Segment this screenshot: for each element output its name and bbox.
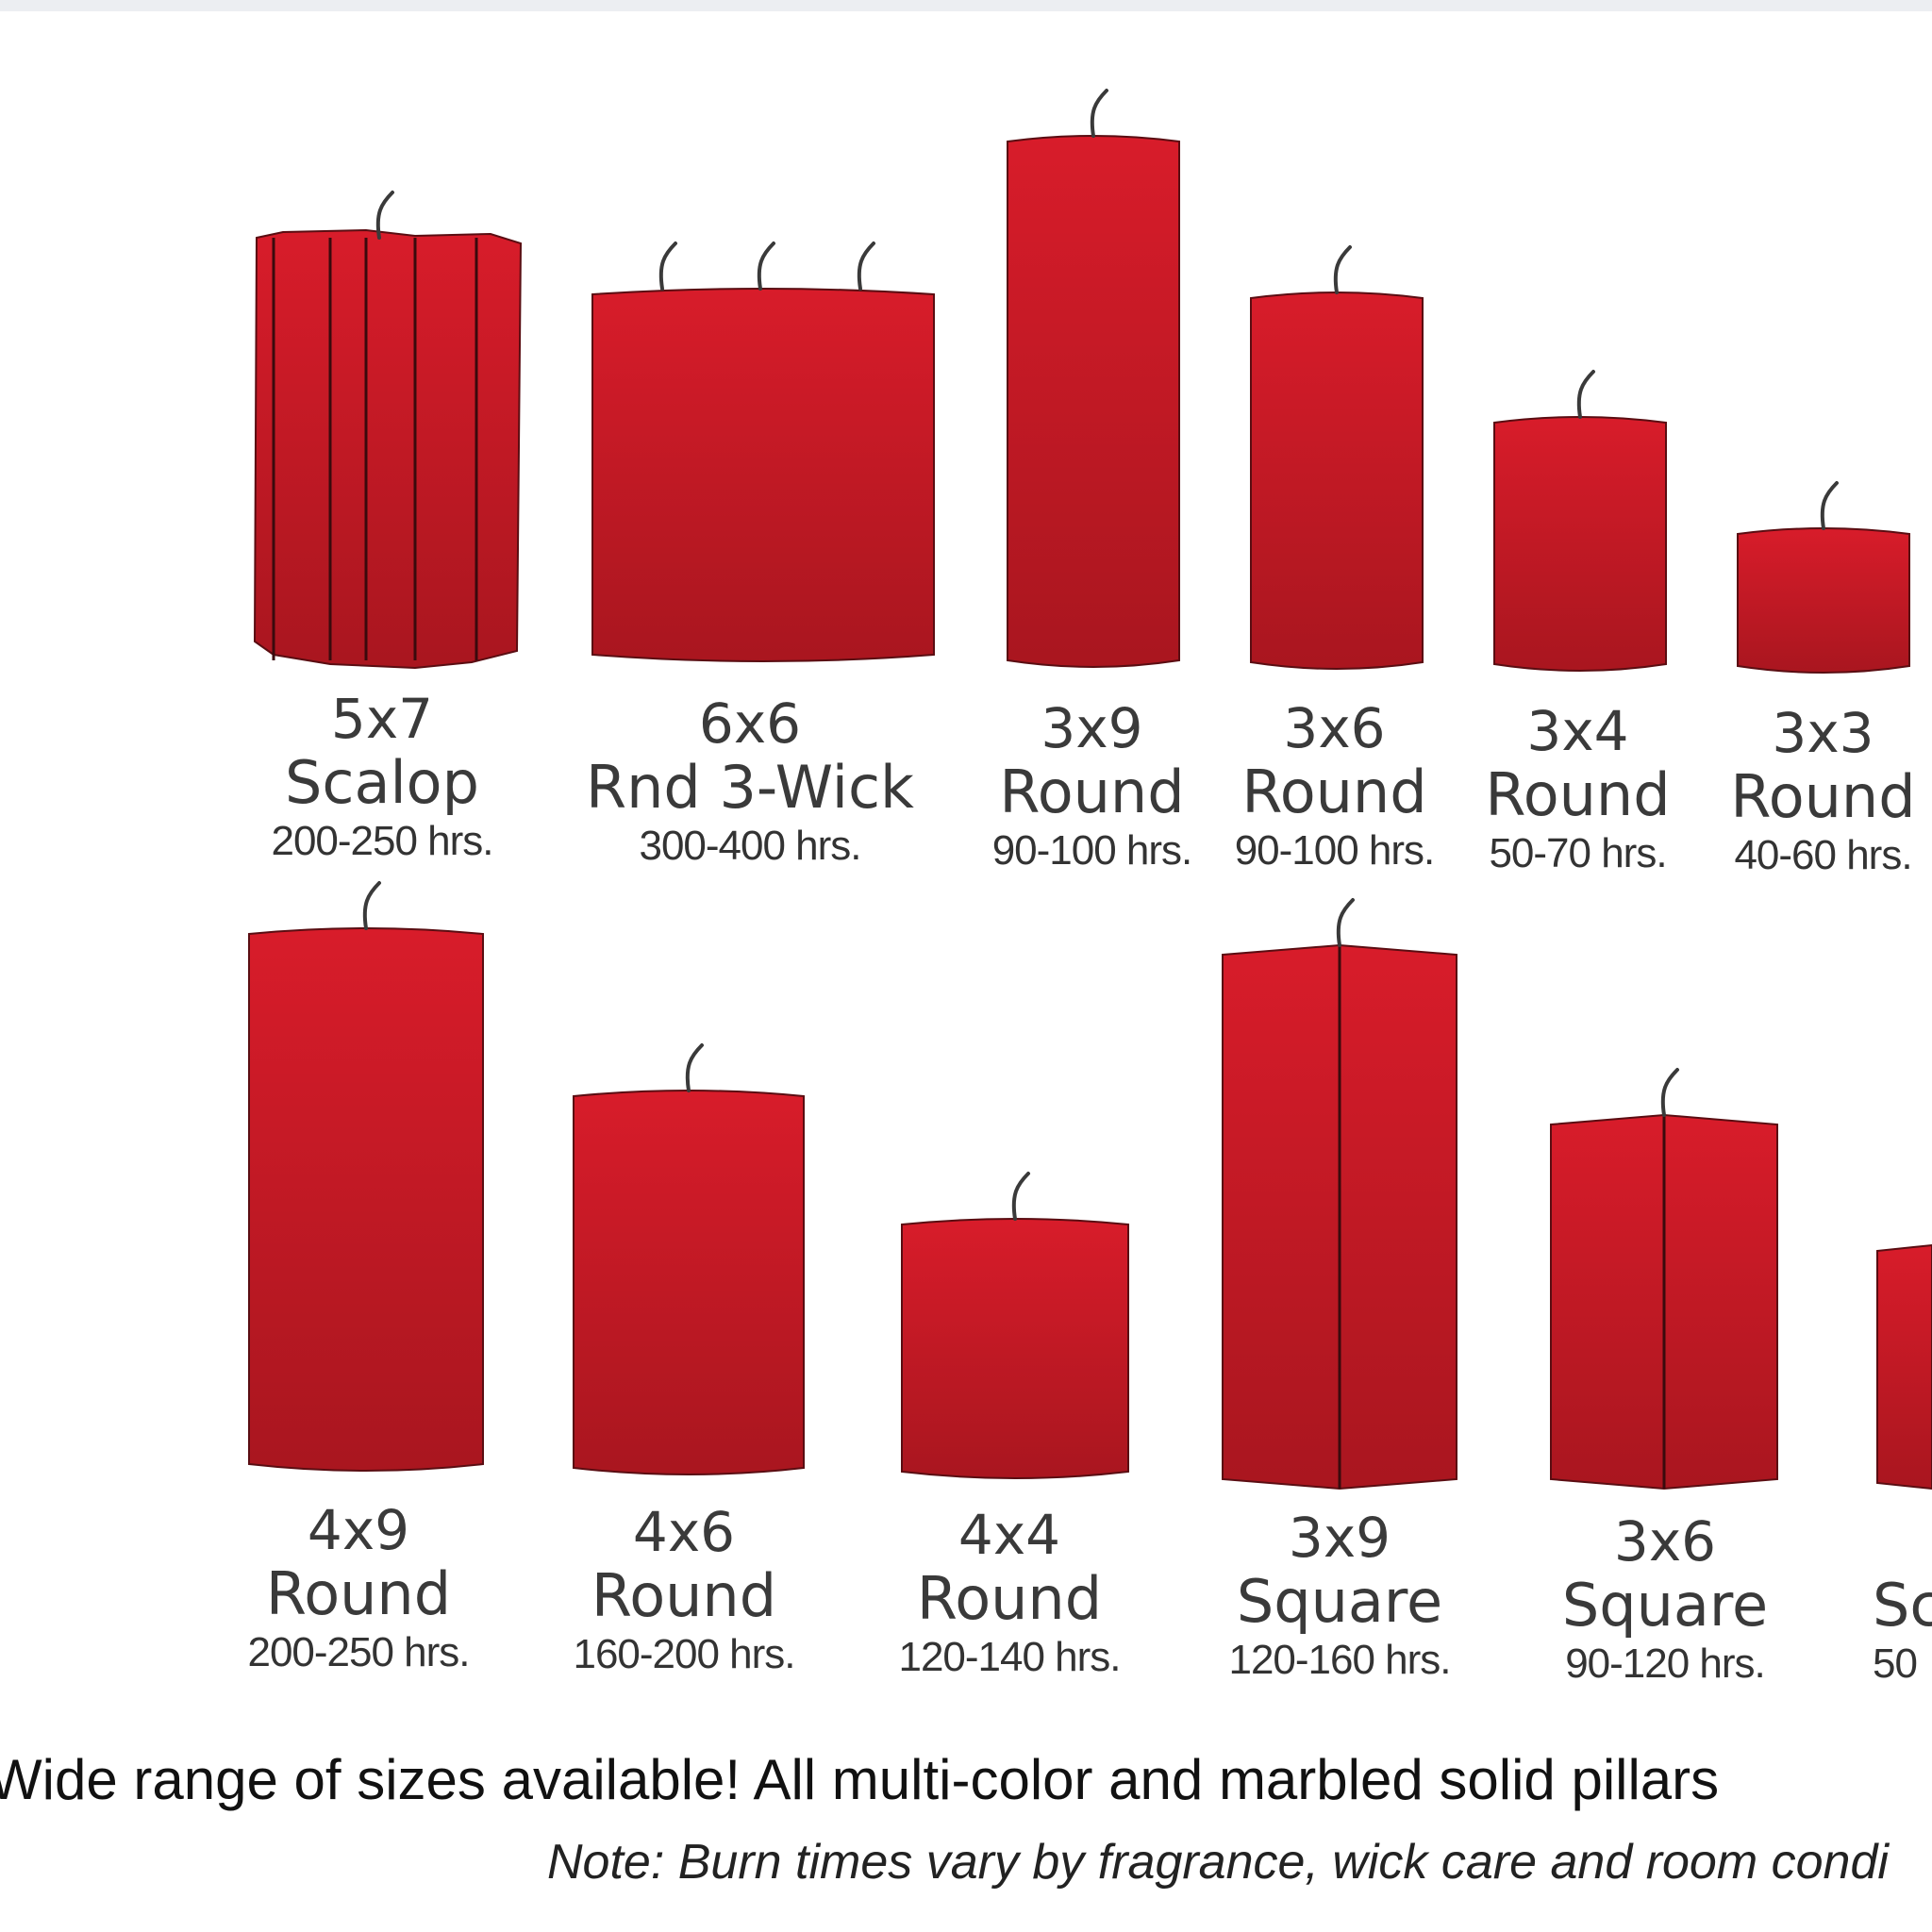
size-text: 3x6: [1613, 1509, 1717, 1574]
size-text: 4x4: [958, 1503, 1061, 1567]
label-3x3-round: 3x3 Round 40-60 hrs.: [1703, 703, 1932, 881]
size-text: 3x3: [1772, 701, 1874, 765]
wick: [1660, 1068, 1679, 1117]
size-text: 3x4: [1526, 699, 1629, 763]
size-text: 5x7: [330, 687, 434, 751]
label-5x7-scalop: 5x7 Scalop 200-250 hrs.: [231, 689, 533, 867]
size-text: [1873, 1511, 1932, 1573]
burn-hours: 120-140 hrs.: [898, 1634, 1121, 1681]
label-3x6-round: 3x6 Round 90-100 hrs.: [1214, 698, 1455, 876]
wick: [362, 881, 381, 930]
burn-hours: 90-120 hrs.: [1565, 1641, 1766, 1688]
footer-note: Note: Burn times vary by fragrance, wick…: [547, 1835, 1889, 1890]
size-text: 4x6: [632, 1500, 736, 1564]
label-square-partial: Sc 50: [1873, 1511, 1932, 1690]
candle-3x3-round: [1737, 527, 1910, 674]
shape-text: Scalop: [285, 747, 479, 817]
wick: [1576, 370, 1595, 419]
candle-4x4-round: [901, 1218, 1129, 1479]
wick: [685, 1043, 704, 1092]
burn-hours: 200-250 hrs.: [247, 1629, 470, 1676]
label-4x4-round: 4x4 Round 120-140 hrs.: [868, 1505, 1151, 1683]
burn-hours: 120-160 hrs.: [1228, 1637, 1451, 1684]
label-3x6-square: 3x6 Square 90-120 hrs.: [1519, 1511, 1811, 1690]
burn-hours: 160-200 hrs.: [573, 1631, 795, 1678]
wick: [1336, 898, 1355, 947]
wick: [375, 191, 394, 240]
shape-text: Round: [999, 757, 1185, 826]
top-band: [0, 0, 1932, 11]
label-4x9-round: 4x9 Round 200-250 hrs.: [217, 1500, 500, 1678]
label-6x6-rnd-3-wick: 6x6 Rnd 3-Wick 300-400 hrs.: [552, 693, 948, 872]
wick: [757, 242, 775, 291]
shape-text: Square: [1561, 1570, 1769, 1640]
candle-3x9-round: [1007, 135, 1180, 668]
shape-text: Square: [1236, 1566, 1443, 1636]
shape-text: Round: [1730, 761, 1916, 831]
wick: [658, 242, 677, 291]
footer-headline: Wide range of sizes available! All multi…: [0, 1748, 1720, 1811]
label-4x6-round: 4x6 Round 160-200 hrs.: [542, 1502, 825, 1680]
candle-3x4-round: [1493, 416, 1667, 672]
size-text: 3x9: [1041, 696, 1143, 760]
burn-hours: 300-400 hrs.: [639, 823, 861, 870]
size-text: 6x6: [698, 691, 802, 756]
candle-6x6-rnd-3-wick: [591, 288, 935, 662]
candle-3x6-round: [1250, 291, 1424, 670]
wick: [1820, 481, 1839, 530]
burn-hours: 50-70 hrs.: [1489, 830, 1667, 877]
wick: [1333, 245, 1352, 294]
size-text: 4x9: [307, 1498, 410, 1562]
label-3x4-round: 3x4 Round 50-70 hrs.: [1457, 701, 1698, 879]
candle-square-partial: [1876, 1243, 1932, 1491]
shape-text: Round: [916, 1563, 1103, 1633]
burn-hours: 50: [1873, 1641, 1918, 1688]
candle-4x6-round: [573, 1090, 805, 1475]
candle-4x9-round: [248, 927, 484, 1472]
wick: [1011, 1172, 1030, 1221]
wick: [857, 242, 875, 291]
label-3x9-square: 3x9 Square 120-160 hrs.: [1193, 1507, 1486, 1686]
shape-text: Round: [591, 1560, 777, 1630]
shape-text: Sc: [1873, 1570, 1932, 1640]
burn-hours: 90-100 hrs.: [991, 827, 1193, 874]
candle-5x7-scalop: [253, 228, 523, 670]
size-text: 3x6: [1283, 696, 1386, 760]
wick: [1090, 89, 1108, 138]
burn-hours: 40-60 hrs.: [1734, 832, 1912, 879]
size-text: 3x9: [1288, 1506, 1391, 1570]
burn-hours: 90-100 hrs.: [1234, 827, 1436, 874]
label-3x9-round: 3x9 Round 90-100 hrs.: [972, 698, 1212, 876]
burn-hours: 200-250 hrs.: [271, 818, 493, 865]
shape-text: Rnd 3-Wick: [586, 752, 914, 822]
shape-text: Round: [265, 1558, 452, 1628]
shape-text: Round: [1485, 759, 1671, 829]
shape-text: Round: [1241, 757, 1427, 826]
